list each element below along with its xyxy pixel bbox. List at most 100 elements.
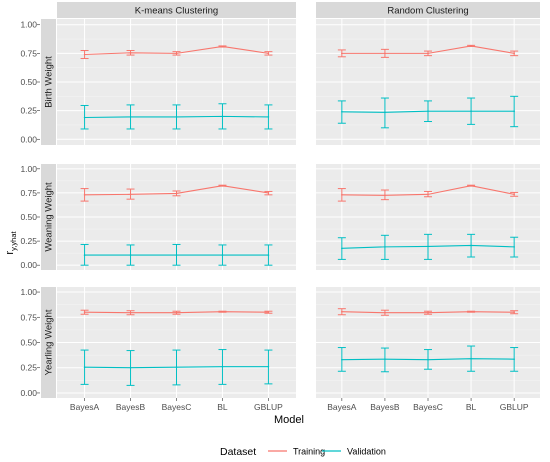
row-strip-label-yearling-weight: Yearling Weight	[44, 309, 55, 375]
data-point	[384, 311, 386, 314]
data-point	[267, 116, 270, 118]
legend-label-validation: Validation	[347, 447, 386, 457]
data-point	[384, 194, 386, 197]
series-training	[337, 308, 519, 316]
panel-birth-weight-random-clustering	[316, 19, 540, 145]
data-point	[427, 245, 429, 248]
series-validation	[337, 95, 519, 129]
data-point	[513, 110, 515, 113]
svg-text:ry,yhat: ry,yhat	[4, 231, 18, 255]
data-point	[470, 184, 472, 187]
data-point	[83, 116, 86, 119]
data-point	[470, 244, 472, 247]
data-point	[175, 52, 178, 55]
series-validation	[80, 103, 273, 130]
legend-label-training: Training	[293, 447, 325, 457]
x-axis-title: Model	[274, 414, 304, 426]
data-point	[267, 311, 270, 314]
data-point	[341, 247, 343, 250]
data-point	[175, 116, 178, 118]
series-training	[337, 44, 519, 58]
data-point	[83, 194, 86, 196]
data-point	[384, 358, 386, 360]
data-point	[513, 246, 515, 248]
y-tick-label: 0.00	[20, 260, 37, 270]
data-point	[129, 311, 132, 314]
col-strip-k-means-clustering	[57, 2, 296, 18]
data-point	[221, 310, 224, 313]
data-point	[427, 311, 429, 314]
data-point	[221, 365, 224, 368]
x-tick-label-gblup: GBLUP	[254, 402, 283, 412]
y-tick-label: 0.00	[20, 134, 37, 144]
y-tick-label: 0.50	[20, 338, 37, 348]
x-tick-label-bayesa: BayesA	[327, 402, 357, 412]
data-point	[83, 53, 86, 56]
x-tick-label-bayesa: BayesA	[70, 402, 100, 412]
data-point	[83, 366, 86, 369]
data-point	[129, 116, 132, 118]
data-point	[221, 184, 224, 187]
row-strip-birth-weight	[41, 19, 56, 145]
y-tick-label: 1.00	[20, 164, 37, 174]
series-validation	[80, 243, 273, 266]
x-tick-label-bl: BL	[217, 402, 228, 412]
y-tick-label: 0.50	[20, 212, 37, 222]
data-point	[129, 193, 132, 196]
facet-panels: K-means Clustering Random Clustering Birth…	[20, 2, 540, 412]
y-axis-title-sub: y,yhat	[9, 231, 18, 251]
x-tick-label-bayesc: BayesC	[162, 402, 192, 412]
y-tick-label: 1.00	[20, 20, 37, 30]
y-tick-label: 0.75	[20, 48, 37, 58]
data-point	[470, 357, 472, 360]
data-point	[267, 254, 270, 256]
series-training	[80, 309, 273, 316]
panel-birth-weight-k-means-clustering	[57, 19, 296, 145]
col-strip-random-clustering	[316, 2, 540, 18]
panel-weaning-weight-random-clustering	[316, 164, 540, 270]
data-point	[175, 254, 178, 256]
y-tick-label: 0.50	[20, 77, 37, 87]
data-point	[129, 51, 132, 54]
x-tick-label-gblup: GBLUP	[500, 402, 529, 412]
data-point	[513, 193, 515, 196]
legend-item-validation: Validation	[322, 447, 386, 457]
data-point	[470, 310, 472, 313]
x-tick-label-bayesc: BayesC	[413, 402, 443, 412]
y-axis-title-main: r	[4, 251, 16, 255]
data-point	[513, 358, 515, 360]
data-point	[427, 52, 429, 55]
y-tick-label: 0.25	[20, 236, 37, 246]
data-point	[129, 366, 132, 369]
data-point	[129, 254, 132, 256]
data-point	[470, 45, 472, 47]
data-point	[384, 111, 386, 114]
data-point	[83, 254, 86, 256]
panel-yearling-weight-k-means-clustering	[57, 287, 296, 398]
series-validation	[80, 349, 273, 386]
data-point	[175, 311, 178, 314]
data-point	[267, 52, 270, 55]
data-point	[221, 254, 224, 256]
data-point	[221, 115, 224, 118]
data-point	[221, 45, 224, 48]
legend-item-training: Training	[268, 447, 325, 457]
series-training	[80, 45, 273, 60]
y-tick-label: 0.25	[20, 363, 37, 373]
data-point	[175, 192, 178, 195]
col-strip-label-random-clustering: Random Clustering	[387, 6, 468, 17]
data-point	[513, 311, 515, 314]
y-tick-label: 0.75	[20, 312, 37, 322]
y-tick-label: 0.75	[20, 188, 37, 198]
data-point	[83, 311, 86, 314]
row-strip-label-weaning-weight: Weaning Weight	[44, 182, 55, 252]
data-point	[341, 52, 343, 55]
x-tick-label-bayesb: BayesB	[116, 402, 146, 412]
data-point	[341, 194, 343, 196]
y-tick-label: 0.25	[20, 106, 37, 116]
data-point	[341, 110, 343, 113]
data-point	[384, 52, 386, 55]
legend: Dataset Training Validation	[220, 446, 386, 458]
legend-title: Dataset	[220, 446, 256, 458]
